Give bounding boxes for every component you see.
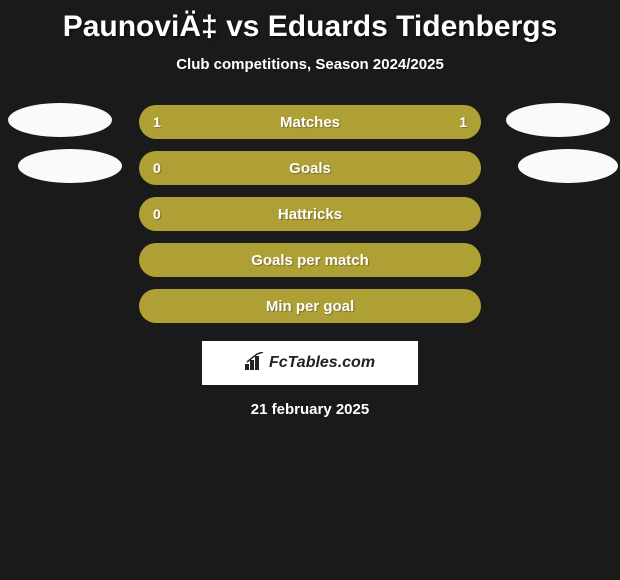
page-title: PaunoviÄ‡ vs Eduards Tidenbergs xyxy=(63,10,558,44)
stat-label: Goals per match xyxy=(251,252,369,269)
player-photo-left-2 xyxy=(18,149,122,183)
stat-value-right: 1 xyxy=(459,114,467,130)
stat-label: Goals xyxy=(289,160,331,177)
stat-label: Min per goal xyxy=(266,298,354,315)
logo-banner[interactable]: FcTables.com xyxy=(202,341,418,385)
subtitle: Club competitions, Season 2024/2025 xyxy=(176,56,444,73)
logo-label: FcTables.com xyxy=(269,354,375,372)
stat-label: Hattricks xyxy=(278,206,342,223)
stat-value-left: 0 xyxy=(153,206,161,222)
stat-row-min-per-goal: Min per goal xyxy=(139,289,481,323)
stats-area: 1 Matches 1 0 Goals 0 Hattricks Goals pe… xyxy=(0,105,620,418)
stat-row-goals: 0 Goals xyxy=(139,151,481,185)
stat-value-left: 1 xyxy=(153,114,161,130)
stat-label: Matches xyxy=(280,114,340,131)
stat-value-left: 0 xyxy=(153,160,161,176)
player-photo-left-1 xyxy=(8,103,112,137)
player-photo-right-1 xyxy=(506,103,610,137)
comparison-widget: PaunoviÄ‡ vs Eduards Tidenbergs Club com… xyxy=(0,0,620,428)
chart-icon xyxy=(245,352,267,375)
stat-row-matches: 1 Matches 1 xyxy=(139,105,481,139)
logo-text: FcTables.com xyxy=(245,352,375,375)
stat-row-hattricks: 0 Hattricks xyxy=(139,197,481,231)
player-photo-right-2 xyxy=(518,149,618,183)
date-text: 21 february 2025 xyxy=(0,401,620,418)
stat-row-goals-per-match: Goals per match xyxy=(139,243,481,277)
stat-rows: 1 Matches 1 0 Goals 0 Hattricks Goals pe… xyxy=(139,105,481,323)
